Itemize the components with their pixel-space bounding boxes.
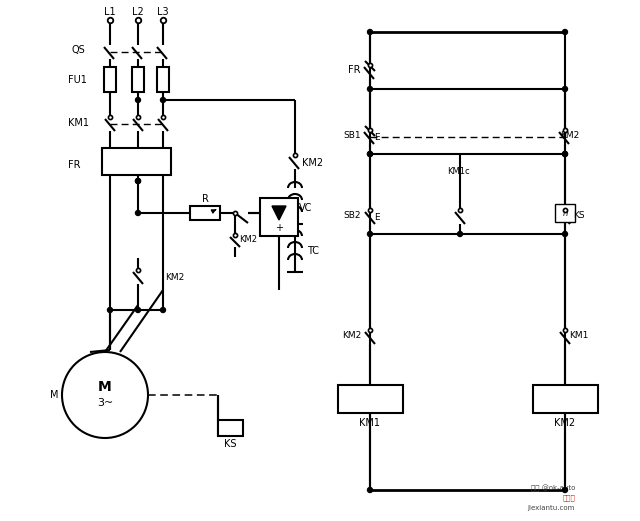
Bar — [102, 148, 171, 175]
Bar — [338, 385, 403, 413]
Circle shape — [161, 97, 166, 103]
Circle shape — [108, 307, 113, 313]
Circle shape — [136, 210, 141, 216]
Text: L1: L1 — [104, 7, 116, 17]
Text: KM1: KM1 — [68, 118, 89, 128]
Text: KM1: KM1 — [570, 331, 589, 341]
Text: M: M — [50, 390, 58, 400]
Text: TC: TC — [307, 246, 319, 256]
Bar — [533, 385, 598, 413]
Text: KS: KS — [573, 212, 585, 220]
Circle shape — [367, 86, 372, 92]
Text: KM2: KM2 — [561, 131, 580, 141]
Bar — [555, 204, 575, 222]
Circle shape — [136, 307, 141, 313]
Text: jiexiantu.com: jiexiantu.com — [527, 505, 575, 511]
Text: KM2: KM2 — [303, 158, 324, 168]
Circle shape — [563, 488, 568, 492]
Circle shape — [563, 86, 568, 92]
Circle shape — [563, 30, 568, 34]
Bar — [157, 67, 169, 92]
Text: FU1: FU1 — [68, 75, 87, 85]
Text: SB1: SB1 — [343, 131, 361, 141]
Circle shape — [367, 231, 372, 237]
Circle shape — [367, 152, 372, 156]
Text: FR: FR — [68, 160, 81, 170]
Circle shape — [367, 488, 372, 492]
Text: KM1: KM1 — [360, 418, 381, 428]
Text: KM2: KM2 — [554, 418, 575, 428]
Circle shape — [563, 231, 568, 237]
Circle shape — [367, 152, 372, 156]
Circle shape — [367, 30, 372, 34]
Circle shape — [136, 97, 141, 103]
Text: KM2: KM2 — [165, 274, 184, 282]
Circle shape — [136, 179, 141, 183]
Circle shape — [136, 179, 141, 183]
Circle shape — [161, 307, 166, 313]
Bar — [104, 67, 116, 92]
Text: n: n — [563, 208, 568, 217]
Text: L2: L2 — [132, 7, 144, 17]
Bar — [260, 198, 298, 236]
Circle shape — [563, 152, 568, 156]
Text: M: M — [98, 380, 112, 394]
Text: VC: VC — [300, 203, 313, 213]
Text: KS: KS — [224, 439, 236, 449]
Text: R: R — [202, 194, 209, 204]
Bar — [190, 206, 220, 220]
Text: KM2: KM2 — [342, 331, 362, 341]
Polygon shape — [272, 206, 286, 220]
Circle shape — [563, 152, 568, 156]
Text: KM1c: KM1c — [447, 167, 469, 177]
Text: 接线图: 接线图 — [563, 495, 575, 501]
Bar — [132, 67, 144, 92]
Circle shape — [458, 231, 463, 237]
Text: KM2: KM2 — [239, 235, 257, 244]
Text: 知乎 @ok-auto: 知乎 @ok-auto — [531, 485, 575, 492]
Text: QS: QS — [72, 45, 86, 55]
Text: 3~: 3~ — [97, 398, 113, 408]
Text: +: + — [275, 223, 283, 233]
Text: E: E — [374, 132, 380, 142]
Text: E: E — [374, 213, 380, 221]
Bar — [218, 420, 243, 436]
Text: SB2: SB2 — [343, 212, 361, 220]
Text: FR: FR — [348, 65, 360, 75]
Text: L3: L3 — [157, 7, 169, 17]
